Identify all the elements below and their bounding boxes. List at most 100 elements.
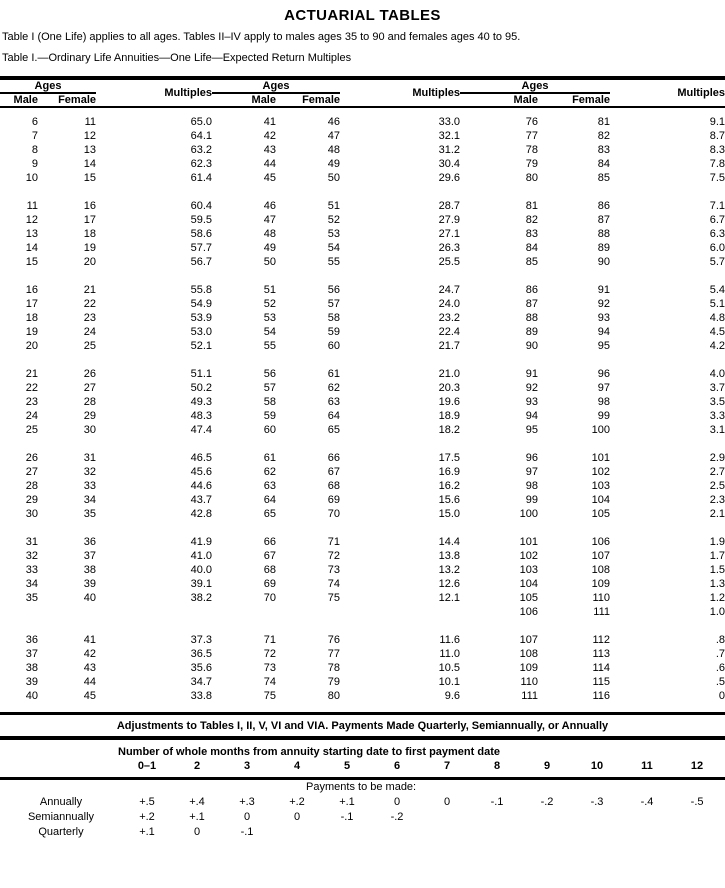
male-age-cell: 64 <box>263 494 276 506</box>
female-age-cell: 28 <box>83 396 96 408</box>
multiple-cell: 2.7 <box>709 466 725 478</box>
multiple-cell: 3.5 <box>709 396 725 408</box>
male-age-cell: 10 <box>25 172 38 184</box>
adjustment-value-cell: -.1 <box>240 826 254 838</box>
male-age-cell: 19 <box>25 326 38 338</box>
female-age-cell: 102 <box>591 466 610 478</box>
multiple-cell: 4.8 <box>709 312 725 324</box>
female-age-cell: 63 <box>327 396 340 408</box>
female-age-cell: 66 <box>327 452 340 464</box>
table-row: 15 20 56.7 50 55 25.5 85 90 5.7 <box>0 255 725 269</box>
male-age-cell: 68 <box>263 564 276 576</box>
multiple-cell: 46.5 <box>190 452 212 464</box>
female-age-cell: 95 <box>597 340 610 352</box>
adjustment-value-cell <box>272 825 322 840</box>
male-age-cell: 100 <box>519 508 538 520</box>
multiple-cell: 6.7 <box>709 214 725 226</box>
multiple-cell: 8.7 <box>709 130 725 142</box>
female-age-cell: 79 <box>327 676 340 688</box>
table-row: 31 36 41.9 66 71 14.4 101 106 1.9 <box>0 535 725 549</box>
multiple-cell: 4.5 <box>709 326 725 338</box>
female-age-cell: 59 <box>327 326 340 338</box>
page-title: ACTUARIAL TABLES <box>284 7 441 24</box>
female-age-cell: 62 <box>327 382 340 394</box>
female-age-cell: 24 <box>83 326 96 338</box>
male-age-cell: 12 <box>25 214 38 226</box>
male-age-cell: 18 <box>25 312 38 324</box>
female-age-cell: 77 <box>327 648 340 660</box>
female-age-cell: 98 <box>597 396 610 408</box>
female-age-cell: 15 <box>83 172 96 184</box>
multiple-cell: 13.2 <box>438 564 460 576</box>
male-header-2: Male <box>251 94 276 106</box>
female-age-cell: 85 <box>597 172 610 184</box>
male-age-cell: 25 <box>25 424 38 436</box>
female-age-cell: 13 <box>83 144 96 156</box>
adjustment-value-cell: +.1 <box>339 796 355 808</box>
female-age-cell: 103 <box>591 480 610 492</box>
multiple-cell: 59.5 <box>190 214 212 226</box>
male-age-cell: 108 <box>519 648 538 660</box>
month-column-header: 7 <box>443 760 451 772</box>
multiple-cell: 19.6 <box>438 396 460 408</box>
male-age-cell: 79 <box>525 158 538 170</box>
female-age-cell: 27 <box>83 382 96 394</box>
male-age-cell: 81 <box>525 200 538 212</box>
male-age-cell: 27 <box>25 466 38 478</box>
male-age-cell: 74 <box>263 676 276 688</box>
spacer-cell <box>0 437 725 451</box>
adjustment-value-cell: +.1 <box>139 826 155 838</box>
months-heading: Number of whole months from annuity star… <box>118 746 500 758</box>
multiple-cell: 3.1 <box>709 424 725 436</box>
female-age-cell: 86 <box>597 200 610 212</box>
multiple-cell: 24.0 <box>438 298 460 310</box>
adjustment-value-cell: -.4 <box>640 796 654 808</box>
table-row: 23 28 49.3 58 63 19.6 93 98 3.5 <box>0 395 725 409</box>
female-age-cell: 44 <box>83 676 96 688</box>
multiple-cell: 53.0 <box>190 326 212 338</box>
multiple-cell: 5.1 <box>709 298 725 310</box>
table-row: 16 21 55.8 51 56 24.7 86 91 5.4 <box>0 283 725 297</box>
female-age-cell: 12 <box>83 130 96 142</box>
adjustments-table-body: Payments to be made: Annually +.5 +.4 +.3 +.2… <box>0 780 722 840</box>
male-age-cell: 43 <box>263 144 276 156</box>
female-age-cell: 52 <box>327 214 340 226</box>
female-age-cell: 61 <box>327 368 340 380</box>
female-age-cell: 93 <box>597 312 610 324</box>
table-row: 25 30 47.4 60 65 18.2 95 100 3.1 <box>0 423 725 437</box>
female-age-cell: 110 <box>592 592 610 604</box>
female-age-cell: 29 <box>83 410 96 422</box>
male-header-1: Male <box>13 94 38 106</box>
multiple-cell: 2.1 <box>709 508 725 520</box>
female-age-cell: 34 <box>83 494 96 506</box>
female-age-cell: 56 <box>327 284 340 296</box>
adjustments-values-table: Payments to be made: Annually +.5 +.4 +.3 +.2… <box>0 780 722 840</box>
multiple-cell: 31.2 <box>438 144 460 156</box>
table-row: 14 19 57.7 49 54 26.3 84 89 6.0 <box>0 241 725 255</box>
male-age-cell: 35 <box>25 592 38 604</box>
multiple-cell: 49.3 <box>190 396 212 408</box>
table-row: 36 41 37.3 71 76 11.6 107 112 .8 <box>0 633 725 647</box>
spacer-cell <box>0 619 725 633</box>
female-age-cell: 54 <box>327 242 340 254</box>
adjustment-value-cell: -.3 <box>590 796 604 808</box>
multiple-cell: 27.9 <box>438 214 460 226</box>
male-age-cell: 71 <box>263 634 276 646</box>
female-age-cell: 69 <box>327 494 340 506</box>
male-age-cell: 98 <box>525 480 538 492</box>
ages-header-3: Ages <box>460 80 610 94</box>
multiple-cell: 50.2 <box>190 382 212 394</box>
table-row: 33 38 40.0 68 73 13.2 103 108 1.5 <box>0 563 725 577</box>
adjustment-value-cell <box>622 825 672 840</box>
multiple-cell: 12.1 <box>438 592 460 604</box>
female-age-cell: 48 <box>327 144 340 156</box>
adjustment-value-cell <box>522 810 572 825</box>
adjustment-value-cell: -.5 <box>690 796 704 808</box>
female-age-cell: 108 <box>591 564 610 576</box>
month-column-header: 6 <box>393 760 401 772</box>
table-row: 21 26 51.1 56 61 21.0 91 96 4.0 <box>0 367 725 381</box>
table-row: 40 45 33.8 75 80 9.6 111 116 0 <box>0 689 725 703</box>
multiple-cell: 44.6 <box>190 480 212 492</box>
male-age-cell: 42 <box>263 130 276 142</box>
table-row: 38 43 35.6 73 78 10.5 109 114 .6 <box>0 661 725 675</box>
